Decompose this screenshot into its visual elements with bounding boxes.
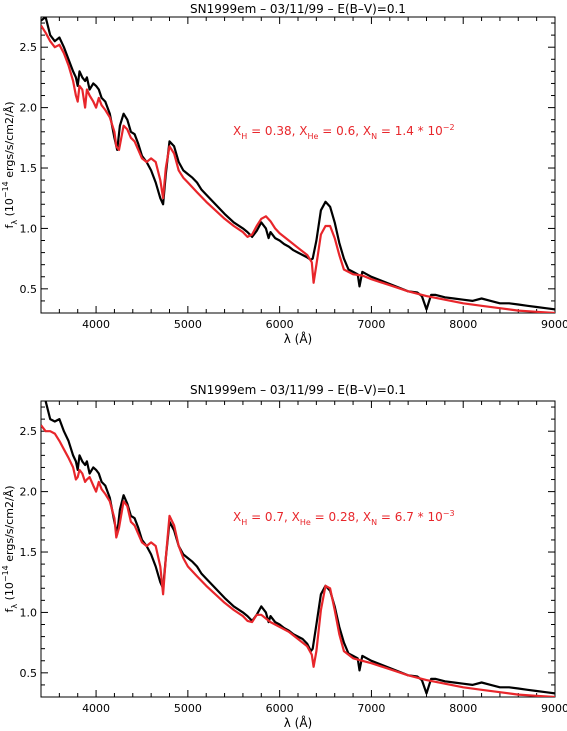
abundance-annotation-part: H: [241, 132, 247, 141]
abundance-annotation-part: X: [233, 124, 241, 138]
abundance-annotation-part: = 1.4 * 10: [377, 124, 443, 138]
y-tick-label: 2.5: [20, 41, 38, 54]
y-axis-label-part: λ: [10, 220, 19, 225]
x-tick-label: 6000: [266, 702, 294, 715]
x-tick-label: 8000: [449, 702, 477, 715]
y-axis-label-part: −14: [1, 565, 10, 582]
y-axis-label-part: ergs/s/cm2/Å): [3, 485, 16, 565]
x-tick-label: 9000: [541, 318, 567, 331]
abundance-annotation: XH = 0.7, XHe = 0.28, XN = 6.7 * 10−3: [233, 509, 455, 527]
y-axis-label-part: f: [3, 608, 16, 613]
y-axis-label-part: λ: [10, 604, 19, 609]
y-axis-label-part: (10: [3, 582, 16, 604]
x-tick-label: 8000: [449, 318, 477, 331]
x-tick-label: 4000: [82, 318, 110, 331]
x-tick-label: 5000: [174, 702, 202, 715]
y-tick-label: 2.0: [20, 102, 38, 115]
x-tick-label: 6000: [266, 318, 294, 331]
model-spectrum-line: [41, 24, 555, 313]
y-axis-label: fλ (10−14 ergs/s/cm2/Å): [1, 485, 19, 612]
abundance-annotation-part: −2: [443, 123, 455, 132]
y-axis-label-part: −14: [1, 181, 10, 198]
abundance-annotation-part: H: [241, 518, 247, 527]
x-tick-label: 9000: [541, 702, 567, 715]
plot-frame: [40, 400, 556, 698]
top-spectrum-panel: SN1999em – 03/11/99 – E(B–V)=0.1 4000 5000…: [1, 2, 567, 346]
abundance-annotation-part: = 0.38, X: [247, 124, 307, 138]
y-tick-label: 2.0: [20, 486, 38, 499]
bottom-spectrum-panel: SN1999em – 03/11/99 – E(B–V)=0.1 4000 5000…: [1, 383, 567, 730]
abundance-annotation-part: N: [371, 518, 377, 527]
y-tick-label: 2.5: [20, 425, 38, 438]
y-tick-label: 1.0: [20, 222, 38, 235]
x-tick-label: 7000: [357, 318, 385, 331]
abundance-annotation-part: X: [233, 510, 241, 524]
plot-frame: [40, 16, 556, 314]
x-tick-label: 5000: [174, 318, 202, 331]
abundance-annotation-part: = 6.7 * 10: [377, 510, 443, 524]
observed-spectrum-line: [43, 401, 555, 695]
y-axis-label-part: (10: [3, 198, 16, 220]
x-axis-label: λ (Å): [284, 331, 313, 346]
y-axis-label-part: ergs/s/cm2/Å): [3, 101, 16, 181]
x-axis-label: λ (Å): [284, 715, 313, 730]
y-tick-label: 0.5: [20, 283, 38, 296]
abundance-annotation-part: = 0.28, X: [311, 510, 371, 524]
chart-title: SN1999em – 03/11/99 – E(B–V)=0.1: [190, 2, 406, 16]
abundance-annotation: XH = 0.38, XHe = 0.6, XN = 1.4 * 10−2: [233, 123, 455, 141]
abundance-annotation-part: = 0.7, X: [247, 510, 300, 524]
abundance-annotation-part: He: [300, 518, 311, 527]
y-tick-label: 1.5: [20, 162, 38, 175]
x-tick-label: 7000: [357, 702, 385, 715]
abundance-annotation-part: −3: [443, 509, 455, 518]
observed-spectrum-line: [41, 17, 555, 311]
abundance-annotation-part: N: [371, 132, 377, 141]
abundance-annotation-part: = 0.6, X: [318, 124, 371, 138]
y-axis-label-part: f: [3, 224, 16, 229]
model-spectrum-line: [41, 424, 555, 697]
chart-title: SN1999em – 03/11/99 – E(B–V)=0.1: [190, 383, 406, 397]
y-tick-label: 0.5: [20, 667, 38, 680]
y-tick-label: 1.5: [20, 546, 38, 559]
y-tick-label: 1.0: [20, 606, 38, 619]
abundance-annotation-part: He: [308, 132, 319, 141]
x-tick-label: 4000: [82, 702, 110, 715]
y-axis-label: fλ (10−14 ergs/s/cm2/Å): [1, 101, 19, 228]
